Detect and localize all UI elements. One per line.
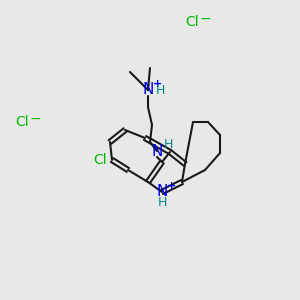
Text: +: + — [167, 181, 176, 191]
Text: −: − — [29, 112, 41, 126]
Text: H: H — [155, 85, 165, 98]
Text: −: − — [199, 12, 211, 26]
Text: N: N — [156, 184, 168, 200]
Text: N: N — [151, 143, 163, 158]
Text: H: H — [163, 137, 173, 151]
Text: Cl: Cl — [185, 15, 199, 29]
Text: +: + — [152, 79, 162, 89]
Text: Cl: Cl — [93, 153, 107, 167]
Text: N: N — [142, 82, 154, 98]
Text: Cl: Cl — [15, 115, 29, 129]
Text: H: H — [157, 196, 167, 209]
